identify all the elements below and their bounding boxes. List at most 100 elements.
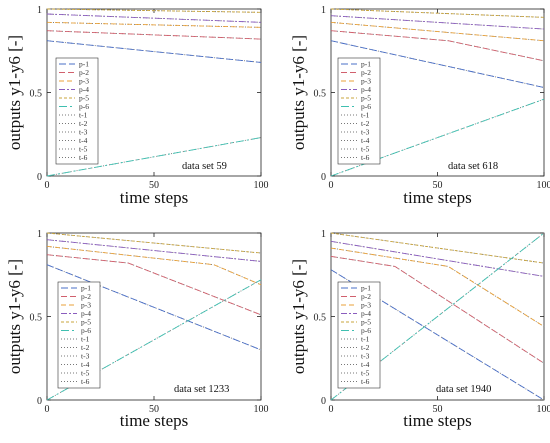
series-prediction-line [46,8,262,13]
x-axis-label: time steps [120,188,188,207]
x-tick-label: 0 [45,404,50,415]
series-prediction-line [330,30,545,62]
legend-label: p-2 [79,68,89,77]
legend-label: p-4 [81,309,91,318]
y-axis-label: outputs y1-y6 [-] [289,35,308,150]
legend-label: p-6 [79,102,89,111]
dataset-annotation: data set 618 [448,161,498,172]
series-prediction-line [46,245,262,286]
series-prediction-line [330,232,545,264]
x-axis-label: time steps [403,188,471,207]
legend-label: p-2 [361,292,371,301]
legend-label: t-5 [361,369,370,378]
legend-label: p-5 [81,318,91,327]
legend-label: p-3 [79,77,89,86]
legend-label: p-5 [361,318,371,327]
legend-label: p-5 [361,94,371,103]
series-prediction-line [46,30,262,40]
chart-panel-3: 0 50 10000.51p-1p-2p-3p-4p-5p-6t-1t-2t-3t-… [5,229,269,430]
x-tick-label: 100 [254,180,269,191]
legend-label: t-3 [81,352,90,361]
chart-panel-1: 0 50 10000.51p-1p-2p-3p-4p-5p-6t-1t-2t-3t-… [5,5,269,207]
legend-label: t-1 [361,111,370,120]
legend-label: t-3 [79,128,88,137]
legend: p-1p-2p-3p-4p-5p-6t-1t-2t-3t-4t-5t-6 [57,281,101,389]
dataset-annotation: data set 1940 [436,384,491,395]
legend-label: t-2 [79,119,88,128]
series-prediction-line [330,232,545,401]
chart-panel-4: 0 50 10000.51p-1p-2p-3p-4p-5p-6t-1t-2t-3t-… [289,229,550,430]
x-tick-label: 50 [433,180,443,191]
y-axis-label: outputs y1-y6 [-] [5,259,24,374]
series-truth-line [330,30,545,62]
legend-label: t-4 [361,360,370,369]
legend-label: p-3 [361,301,371,310]
y-axis-label: outputs y1-y6 [-] [5,35,24,150]
legend-label: p-1 [361,284,371,293]
legend-label: p-6 [361,326,371,335]
x-tick-label: 0 [329,404,334,415]
series-prediction-line [330,15,545,30]
legend-label: p-4 [361,85,371,94]
chart-panel-2: 0 50 10000.51p-1p-2p-3p-4p-5p-6t-1t-2t-3t-… [289,5,550,207]
legend-box [57,281,101,389]
y-tick-label: 0.5 [30,313,43,324]
series-prediction-line [330,8,545,18]
y-tick-label: 1 [37,229,42,240]
legend-label: t-1 [79,111,88,120]
legend-label: p-4 [79,85,89,94]
legend-label: p-4 [361,309,371,318]
legend-label: t-2 [361,119,370,128]
legend-label: t-2 [361,343,370,352]
series-prediction-line [330,40,545,88]
legend-label: p-2 [361,68,371,77]
series-prediction-line [46,40,262,63]
series-prediction-line [330,247,545,327]
dataset-annotation: data set 1233 [174,384,229,395]
legend-label: p-6 [81,326,91,335]
legend-label: t-2 [81,343,90,352]
legend-box [55,57,99,165]
legend-label: t-4 [79,136,88,145]
y-tick-label: 0.5 [314,313,327,324]
legend-label: p-6 [361,102,371,111]
y-tick-label: 1 [321,229,326,240]
legend-label: t-6 [79,153,88,162]
y-tick-label: 0 [321,396,326,407]
legend-label: t-5 [81,369,90,378]
y-tick-label: 0.5 [314,89,327,100]
x-tick-label: 0 [45,180,50,191]
x-tick-label: 50 [149,180,159,191]
legend-label: p-5 [79,94,89,103]
legend-box [337,281,381,389]
series-prediction-line [46,232,262,254]
legend-label: t-1 [361,335,370,344]
x-tick-label: 50 [433,404,443,415]
y-tick-label: 0 [37,172,42,183]
legend-label: t-4 [361,136,370,145]
legend-label: p-1 [79,60,89,69]
x-tick-label: 50 [149,404,159,415]
series-prediction-line [46,21,262,28]
legend-label: t-3 [361,352,370,361]
x-axis-label: time steps [120,411,188,430]
legend-label: t-1 [81,335,90,344]
series-prediction-line [46,13,262,23]
y-tick-label: 1 [321,5,326,16]
legend-label: t-4 [81,360,90,369]
legend-label: t-6 [81,377,90,386]
legend-label: p-1 [361,60,371,69]
legend: p-1p-2p-3p-4p-5p-6t-1t-2t-3t-4t-5t-6 [337,281,381,389]
series-prediction-line [46,254,262,316]
legend-box [337,57,381,165]
series-truth-line [330,247,545,327]
legend: p-1p-2p-3p-4p-5p-6t-1t-2t-3t-4t-5t-6 [337,57,381,165]
series-prediction-line [330,255,545,364]
legend-label: t-6 [361,377,370,386]
y-axis-label: outputs y1-y6 [-] [289,259,308,374]
x-tick-label: 100 [537,180,550,191]
series-prediction-line [46,264,262,351]
legend-label: t-3 [361,128,370,137]
series-prediction-line [330,21,545,42]
